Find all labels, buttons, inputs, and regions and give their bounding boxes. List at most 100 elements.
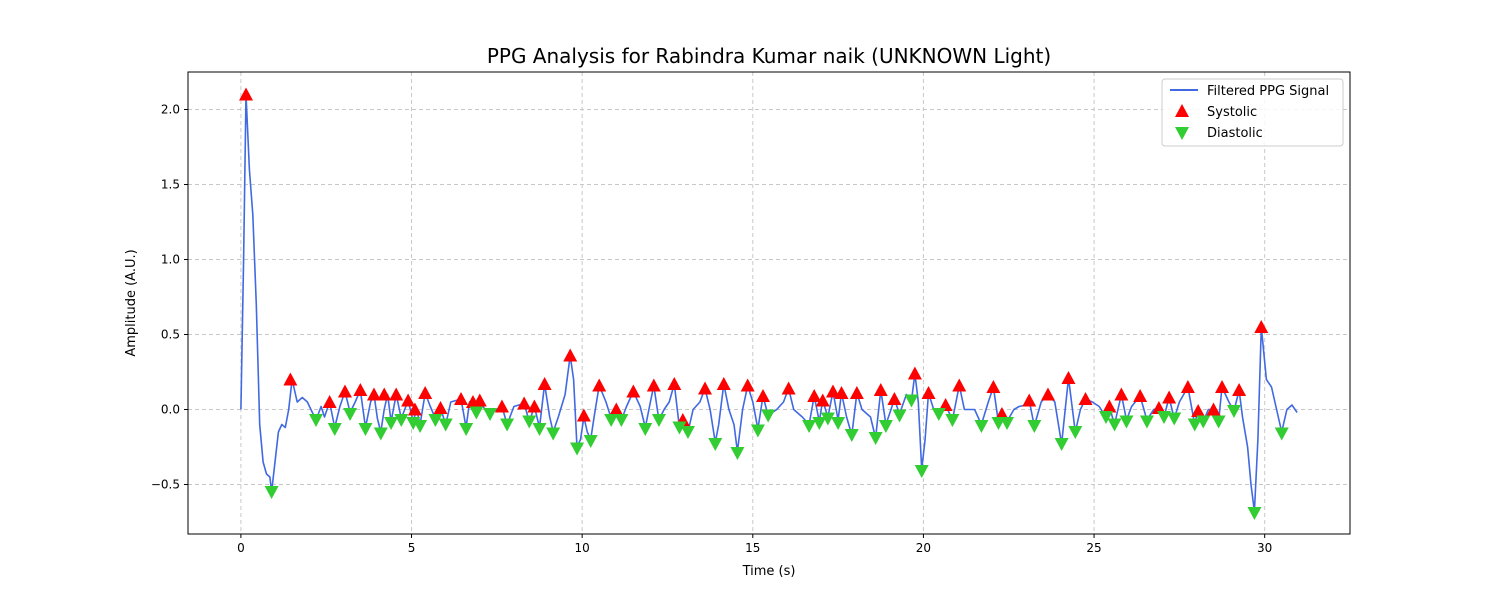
- systolic-marker: [1215, 380, 1230, 393]
- diastolic-marker: [358, 423, 373, 436]
- systolic-marker: [418, 386, 433, 399]
- diastolic-marker: [651, 414, 666, 427]
- systolic-marker: [698, 381, 713, 395]
- systolic-marker: [907, 366, 922, 380]
- diastolic-marker: [931, 408, 946, 421]
- systolic-marker: [807, 389, 822, 402]
- x-tick-label: 5: [408, 541, 416, 555]
- legend-label-systolic: Systolic: [1207, 105, 1257, 120]
- legend-label-filtered-ppg: Filtered PPG Signal: [1207, 84, 1329, 99]
- systolic-marker: [353, 383, 368, 396]
- diastolic-marker: [469, 406, 484, 420]
- diastolic-marker: [1139, 415, 1154, 429]
- systolic-marker: [517, 396, 532, 410]
- systolic-marker: [938, 398, 953, 411]
- diastolic-marker: [459, 423, 474, 436]
- y-tick-label: 0.0: [161, 403, 180, 417]
- diastolic-marker: [812, 417, 827, 430]
- diastolic-marker: [500, 418, 515, 432]
- systolic-marker: [407, 402, 422, 416]
- diastolic-marker: [384, 417, 399, 430]
- ppg-signal-line: [240, 93, 1298, 513]
- diastolic-marker: [1068, 426, 1083, 439]
- systolic-marker: [609, 402, 624, 416]
- y-tick-label: 0.5: [161, 328, 180, 342]
- systolic-marker: [433, 401, 448, 414]
- diastolic-marker: [532, 423, 547, 436]
- systolic-marker: [740, 378, 755, 392]
- diastolic-marker: [1027, 420, 1042, 433]
- systolic-marker: [825, 384, 840, 398]
- diastolic-marker: [802, 420, 817, 433]
- axis-ticks: 0 5 10 15 20 25 30 −0.5 0.0 0.5 1.0 1.5 2.0: [151, 103, 1272, 556]
- diastolic-marker: [761, 409, 776, 423]
- systolic-marker: [537, 377, 552, 390]
- diastolic-marker: [904, 394, 919, 408]
- systolic-marker: [1180, 380, 1195, 393]
- diastolic-marker: [1247, 507, 1262, 520]
- systolic-marker: [1133, 389, 1148, 402]
- systolic-marker: [921, 386, 936, 399]
- diastolic-marker: [1107, 418, 1122, 432]
- diastolic-marker: [844, 429, 859, 442]
- systolic-marker: [994, 407, 1009, 420]
- systolic-marker: [1232, 383, 1247, 396]
- diastolic-marker: [878, 420, 893, 433]
- diastolic-marker: [730, 447, 745, 460]
- systolic-marker: [834, 386, 849, 399]
- legend: Filtered PPG Signal Systolic Diastolic: [1161, 78, 1344, 147]
- systolic-marker: [366, 387, 381, 401]
- systolic-marker: [1061, 371, 1076, 384]
- systolic-marker: [1102, 399, 1117, 413]
- y-tick-label: 1.5: [161, 178, 180, 192]
- diastolic-marker: [1098, 411, 1113, 424]
- y-tick-label: 1.0: [161, 253, 180, 267]
- diastolic-marker: [672, 421, 687, 435]
- systolic-marker: [472, 393, 487, 407]
- systolic-marker: [454, 392, 469, 405]
- legend-systolic-swatch: [1175, 104, 1189, 117]
- systolic-marker: [377, 387, 392, 401]
- diastolic-marker: [680, 426, 695, 439]
- systolic-marker: [873, 383, 888, 396]
- diastolic-marker: [945, 414, 960, 427]
- systolic-marker: [1022, 393, 1037, 407]
- legend-diastolic-swatch: [1175, 127, 1189, 140]
- diastolic-marker: [831, 417, 846, 430]
- legend-box: [1161, 78, 1344, 147]
- diastolic-marker: [892, 409, 907, 423]
- y-tick-label: 2.0: [161, 103, 180, 117]
- diastolic-marker: [1054, 438, 1069, 451]
- diastolic-marker: [1196, 415, 1211, 429]
- systolic-marker: [1191, 404, 1206, 417]
- diastolic-marker: [1000, 417, 1015, 430]
- diastolic-marker: [438, 418, 453, 432]
- y-tick-label: −0.5: [151, 478, 180, 492]
- systolic-marker: [815, 393, 830, 407]
- diastolic-marker: [308, 414, 323, 427]
- legend-label-diastolic: Diastolic: [1207, 126, 1263, 141]
- diastolic-marker: [914, 465, 929, 478]
- systolic-marker: [667, 377, 682, 390]
- systolic-marker: [401, 393, 416, 407]
- systolic-marker: [1206, 402, 1221, 416]
- diastolic-marker: [1211, 415, 1226, 429]
- diastolic-marker: [327, 423, 342, 436]
- diastolic-marker: [394, 414, 409, 427]
- diastolic-marker: [750, 424, 765, 438]
- diastolic-marker: [522, 415, 537, 429]
- x-tick-label: 30: [1257, 541, 1272, 555]
- x-axis-label: Time (s): [742, 564, 796, 579]
- diastolic-marker: [413, 420, 428, 433]
- systolic-marker: [563, 348, 578, 362]
- diastolic-marker: [428, 414, 443, 427]
- systolic-marker: [1078, 392, 1093, 405]
- diastolic-marker: [1157, 411, 1172, 424]
- x-tick-label: 25: [1086, 541, 1101, 555]
- diastolic-marker: [583, 435, 598, 448]
- diastolic-marker: [1167, 412, 1182, 426]
- systolic-marker: [1114, 387, 1129, 401]
- diastolic-marker: [1226, 405, 1241, 418]
- systolic-marker: [592, 378, 607, 392]
- systolic-marker: [626, 384, 641, 398]
